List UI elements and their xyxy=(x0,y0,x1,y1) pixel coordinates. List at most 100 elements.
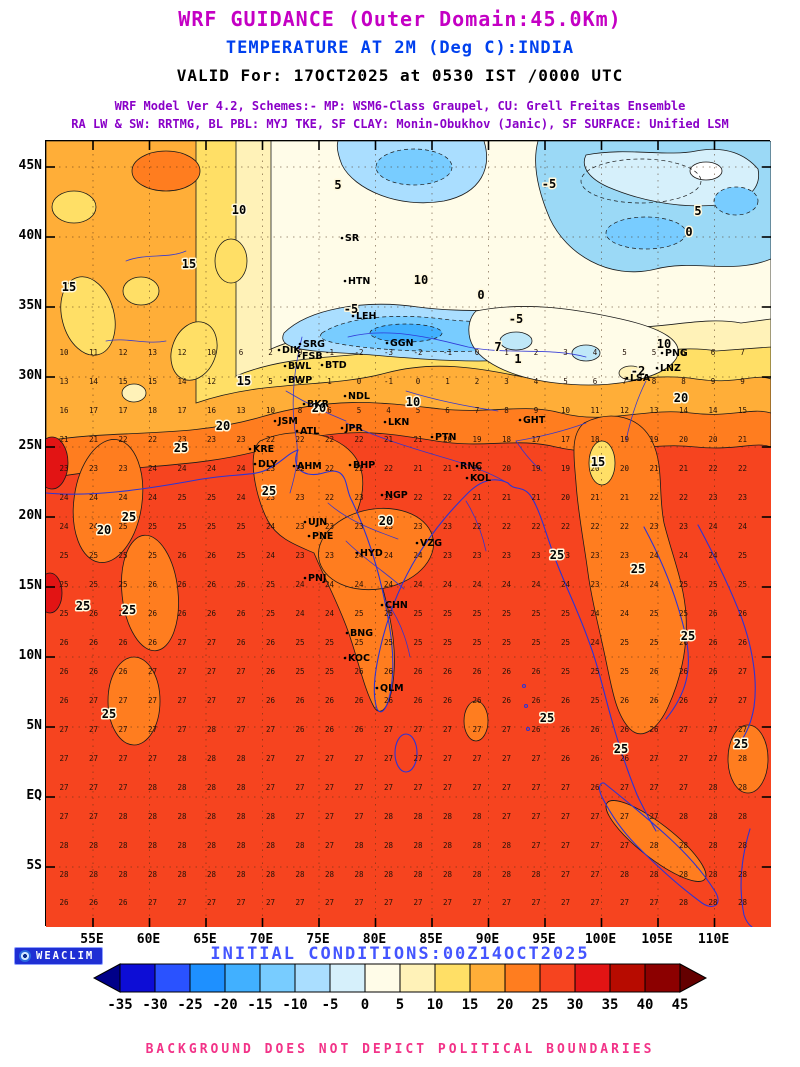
gridpoint-value: -3 xyxy=(384,348,393,357)
city-marker-dot xyxy=(385,341,389,345)
gridpoint-value: 22 xyxy=(413,493,422,502)
colorbar-tick-label: 5 xyxy=(395,997,405,1013)
gridpoint-value: 20 xyxy=(708,435,718,444)
city-label: UJN xyxy=(308,517,327,528)
gridpoint-value: 28 xyxy=(236,783,246,792)
gridpoint-value: 27 xyxy=(472,783,481,792)
colorbar-tick-label: -35 xyxy=(107,997,133,1013)
gridpoint-value: 28 xyxy=(207,783,217,792)
model-config-line1: WRF Model Ver 4.2, Schemes:- MP: WSM6-Cl… xyxy=(114,99,686,113)
lat-tick-label: 20N xyxy=(18,508,42,523)
gridpoint-value: 28 xyxy=(472,812,482,821)
city-marker-dot xyxy=(295,429,299,433)
gridpoint-value: 25 xyxy=(561,609,570,618)
colorbar-segment xyxy=(364,963,401,993)
gridpoint-value: 26 xyxy=(207,609,217,618)
gridpoint-value: 24 xyxy=(620,609,630,618)
geography-coastlines xyxy=(46,250,756,927)
gridpoint-value: 28 xyxy=(679,812,689,821)
city-label: JPR xyxy=(344,423,363,434)
gridpoint-value: 20 xyxy=(620,464,630,473)
lon-tick-label: 60E xyxy=(136,932,161,947)
gridpoint-value: 8 xyxy=(652,377,657,386)
gridpoint-value: 13 xyxy=(236,406,245,415)
gridpoint-value: 21 xyxy=(443,464,452,473)
contour-label: 1 xyxy=(514,352,521,366)
contour-label: 20 xyxy=(216,419,230,433)
contour-label: 10 xyxy=(657,337,671,351)
gridpoint-value: 25 xyxy=(443,609,452,618)
graticule-grid xyxy=(46,141,771,927)
gridpoint-value: 28 xyxy=(649,870,659,879)
gridpoint-value: 13 xyxy=(148,348,157,357)
city-label: BNG xyxy=(350,628,373,639)
lat-tick-label: 15N xyxy=(18,578,42,593)
gridpoint-value: 17 xyxy=(177,406,186,415)
gridpoint-value: 25 xyxy=(649,609,658,618)
gridpoint-value: 25 xyxy=(679,580,688,589)
gridpoint-value: 27 xyxy=(443,754,452,763)
gridpoint-value: 23 xyxy=(590,551,599,560)
gridpoint-value: 25 xyxy=(531,609,540,618)
contour-label: 25 xyxy=(614,742,628,756)
gridpoint-value: 28 xyxy=(325,870,335,879)
contour-label: -5 xyxy=(542,177,556,191)
city-label: LSA xyxy=(630,373,651,384)
gridpoint-value: 13 xyxy=(59,377,68,386)
colorbar-right-arrow xyxy=(679,963,708,993)
city-marker-dot xyxy=(655,366,659,370)
gridpoint-value: 5 xyxy=(622,348,627,357)
lat-tick-label: 25N xyxy=(18,438,42,453)
weaclim-logo: WEACLIM xyxy=(14,947,104,965)
contour-label: 25 xyxy=(76,599,90,613)
gridpoint-value: 25 xyxy=(679,609,688,618)
city-label: DIK xyxy=(282,345,301,356)
gridpoint-value: 22 xyxy=(266,435,275,444)
gridpoint-value: 26 xyxy=(708,638,718,647)
gridpoint-value: 19 xyxy=(561,464,570,473)
gridpoint-value: 0 xyxy=(416,377,421,386)
gridpoint-value: 22 xyxy=(295,435,304,444)
gridpoint-value: 26 xyxy=(590,754,600,763)
lon-tick-label: 110E xyxy=(697,932,730,947)
valid-time: VALID For: 17OCT2025 at 0530 IST /0000 U… xyxy=(176,66,624,85)
gridpoint-value: 28 xyxy=(708,898,718,907)
gridpoint-value: 26 xyxy=(118,898,128,907)
weaclim-eye-icon xyxy=(19,950,31,962)
gridpoint-value: 26 xyxy=(236,580,246,589)
contour-label: 25 xyxy=(102,707,116,721)
city-marker-dot xyxy=(298,342,302,346)
gridpoint-value: 27 xyxy=(59,812,68,821)
gridpoint-value: 25 xyxy=(89,580,98,589)
contour-label: 10 xyxy=(232,203,246,217)
gridpoint-value: 27 xyxy=(266,754,275,763)
gridpoint-value: 27 xyxy=(325,812,334,821)
gridpoint-value: 23 xyxy=(561,551,570,560)
gridpoint-value: 27 xyxy=(148,667,157,676)
city-marker-dot xyxy=(303,520,307,524)
gridpoint-value: 20 xyxy=(679,435,689,444)
gridpoint-value: 28 xyxy=(207,754,217,763)
colorbar-tick-label: 40 xyxy=(636,997,654,1013)
gridpoint-value: 27 xyxy=(236,667,245,676)
city-marker-dot xyxy=(415,541,419,545)
gridpoint-value: 24 xyxy=(649,580,659,589)
gridpoint-value: 8 xyxy=(504,406,509,415)
axis-tick-marks xyxy=(46,141,771,927)
gridpoint-value: 27 xyxy=(177,667,186,676)
city-label: FSB xyxy=(302,351,323,362)
gridpoint-value: 28 xyxy=(148,812,158,821)
gridpoint-value: 26 xyxy=(177,580,187,589)
city-label: PTN xyxy=(435,432,456,443)
gridpoint-value: 4 xyxy=(534,377,539,386)
gridpoint-value: 27 xyxy=(59,754,68,763)
gridpoint-value: 25 xyxy=(502,638,511,647)
gridpoint-value: 6 xyxy=(445,406,450,415)
gridpoint-value: 25 xyxy=(472,638,481,647)
gridpoint-value: 22 xyxy=(590,522,599,531)
contour-label: -5 xyxy=(344,302,358,316)
gridpoint-value: 23 xyxy=(354,493,363,502)
gridpoint-value: 6 xyxy=(681,348,686,357)
gridpoint-value: 23 xyxy=(738,493,747,502)
lat-tick-label: 45N xyxy=(18,158,42,173)
